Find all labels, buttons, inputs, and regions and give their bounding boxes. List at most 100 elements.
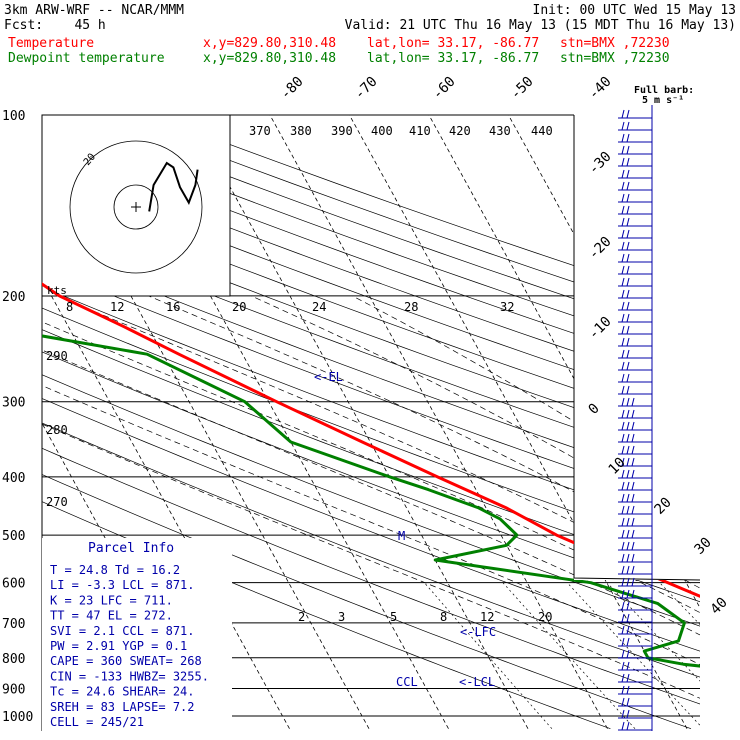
moist-adiabat [42, 295, 700, 730]
wind-barb-flag [621, 637, 625, 647]
wind-barb-flag [631, 421, 635, 431]
pressure-label-400: 400 [2, 471, 25, 486]
legend-dewpoint-coords: x,y=829.80,310.48 [203, 51, 337, 66]
isotherm-label: 10 [606, 455, 629, 478]
speed-tick-label: 16 [166, 300, 180, 314]
dry-adiabat [42, 115, 700, 730]
isotherm-label: 0 [586, 401, 603, 418]
wind-barb-flag [626, 505, 630, 515]
mixing-ratio-label: 20 [538, 610, 552, 624]
wind-barb-flag [621, 181, 625, 191]
isotherm-label: 20 [652, 495, 675, 518]
wind-barb-flag [631, 481, 635, 491]
wind-barb-flag [621, 277, 625, 287]
legend-temperature-coords: x,y=829.80,310.48 [203, 36, 337, 51]
mixing-ratio-label: 3 [338, 610, 345, 624]
parcel-row: LI = -3.3 LCL = 871. [50, 578, 195, 592]
pressure-label-300: 300 [2, 396, 25, 411]
legend-temperature-stn: stn=BMX ,72230 [560, 36, 670, 51]
speed-tick-label: 24 [312, 300, 326, 314]
wind-barb-flag [621, 241, 625, 251]
theta-label: 410 [409, 124, 431, 138]
moist-adiabat [251, 295, 700, 729]
wind-barb-flag [626, 181, 630, 191]
barb-key-line1: Full barb: [634, 85, 694, 96]
wind-barb-flag [621, 589, 625, 599]
wind-barb-flag [621, 709, 625, 719]
speed-tick-label: 28 [404, 300, 418, 314]
wind-barb-flag [621, 289, 625, 299]
wind-barb-flag [631, 457, 635, 467]
mixing-ratio-label: 12 [480, 610, 494, 624]
wind-barb-flag [621, 229, 625, 239]
theta-label: 370 [249, 124, 271, 138]
theta-label: 420 [449, 124, 471, 138]
wind-barbs [618, 105, 653, 731]
pressure-label-500: 500 [2, 529, 25, 544]
model-title: 3km ARW-WRF -- NCAR/MMM [4, 3, 185, 18]
isotherm-label: -70 [352, 74, 381, 103]
wind-barb-flag [621, 469, 625, 479]
wind-barb-flag [626, 169, 630, 179]
isotherm-label: -20 [586, 234, 615, 263]
wind-barb-flag [626, 301, 630, 311]
el-marker: <-EL [314, 370, 343, 384]
forecast-hour: Fcst: 45 h [4, 18, 106, 33]
wind-barb-flag [621, 133, 625, 143]
isotherm-label: 30 [692, 535, 715, 558]
wind-barb-flag [626, 277, 630, 287]
isotherm [587, 115, 700, 729]
isotherm-label: -50 [508, 74, 537, 103]
wind-barb-flag [631, 517, 635, 527]
wind-barb-flag [621, 109, 625, 119]
mixing-ratio-line [424, 582, 553, 729]
wind-barb-flag [621, 157, 625, 167]
dry-adiabat [42, 115, 700, 730]
wind-barb-flag [621, 205, 625, 215]
wind-barb-flag [621, 385, 625, 395]
theta-label: 380 [290, 124, 312, 138]
dry-adiabat [42, 115, 700, 730]
dry-adiabat [42, 115, 700, 730]
wind-barb-flag [626, 253, 630, 263]
wind-barb-flag [621, 649, 625, 659]
wind-barb-flag [631, 433, 635, 443]
wind-barb-flag [631, 493, 635, 503]
wind-barb-flag [621, 325, 625, 335]
wind-barb-flag [621, 349, 625, 359]
moist-adiabat [42, 295, 700, 730]
wind-barb-flag [631, 409, 635, 419]
ccl-marker: CCL [396, 675, 418, 689]
isotherm-label: 40 [708, 595, 731, 618]
moist-adiabat [148, 295, 700, 729]
theta-label: 280 [46, 423, 68, 437]
parcel-row: SVI = 2.1 CCL = 871. [50, 624, 195, 638]
wind-barb-flag [626, 517, 630, 527]
pressure-label-800: 800 [2, 652, 25, 667]
hodograph-ring-outer [69, 140, 203, 274]
right-axis [573, 115, 701, 581]
parcel-row: CIN = -133 HWBZ= 3255. [50, 669, 209, 683]
theta-label: 290 [46, 349, 68, 363]
wind-barb-flag [626, 481, 630, 491]
legend-dewpoint-name: Dewpoint temperature [8, 51, 165, 66]
isotherm-label: -80 [278, 74, 307, 103]
wind-barb-flag [621, 337, 625, 347]
wind-barb-flag [621, 541, 625, 551]
parcel-row: SREH = 83 LAPSE= 7.2 [50, 700, 195, 714]
wind-barb-flag [626, 673, 630, 683]
isotherm [190, 115, 529, 729]
dry-adiabat [42, 115, 700, 730]
wind-barb-flag [621, 673, 625, 683]
mixing-ratio-label: 8 [440, 610, 447, 624]
wind-barb-flag [626, 577, 630, 587]
hodograph-ring-inner [113, 184, 159, 230]
dry-adiabat [42, 115, 700, 730]
dry-adiabat [42, 115, 700, 730]
mixing-ratio-label: 2 [298, 610, 305, 624]
wind-barb-flag [621, 517, 625, 527]
dry-adiabat [42, 115, 700, 730]
wind-barb-flag [626, 337, 630, 347]
parcel-row: CELL = 245/21 [50, 715, 144, 729]
parcel-row: CAPE = 360 SWEAT= 268 [50, 654, 202, 668]
